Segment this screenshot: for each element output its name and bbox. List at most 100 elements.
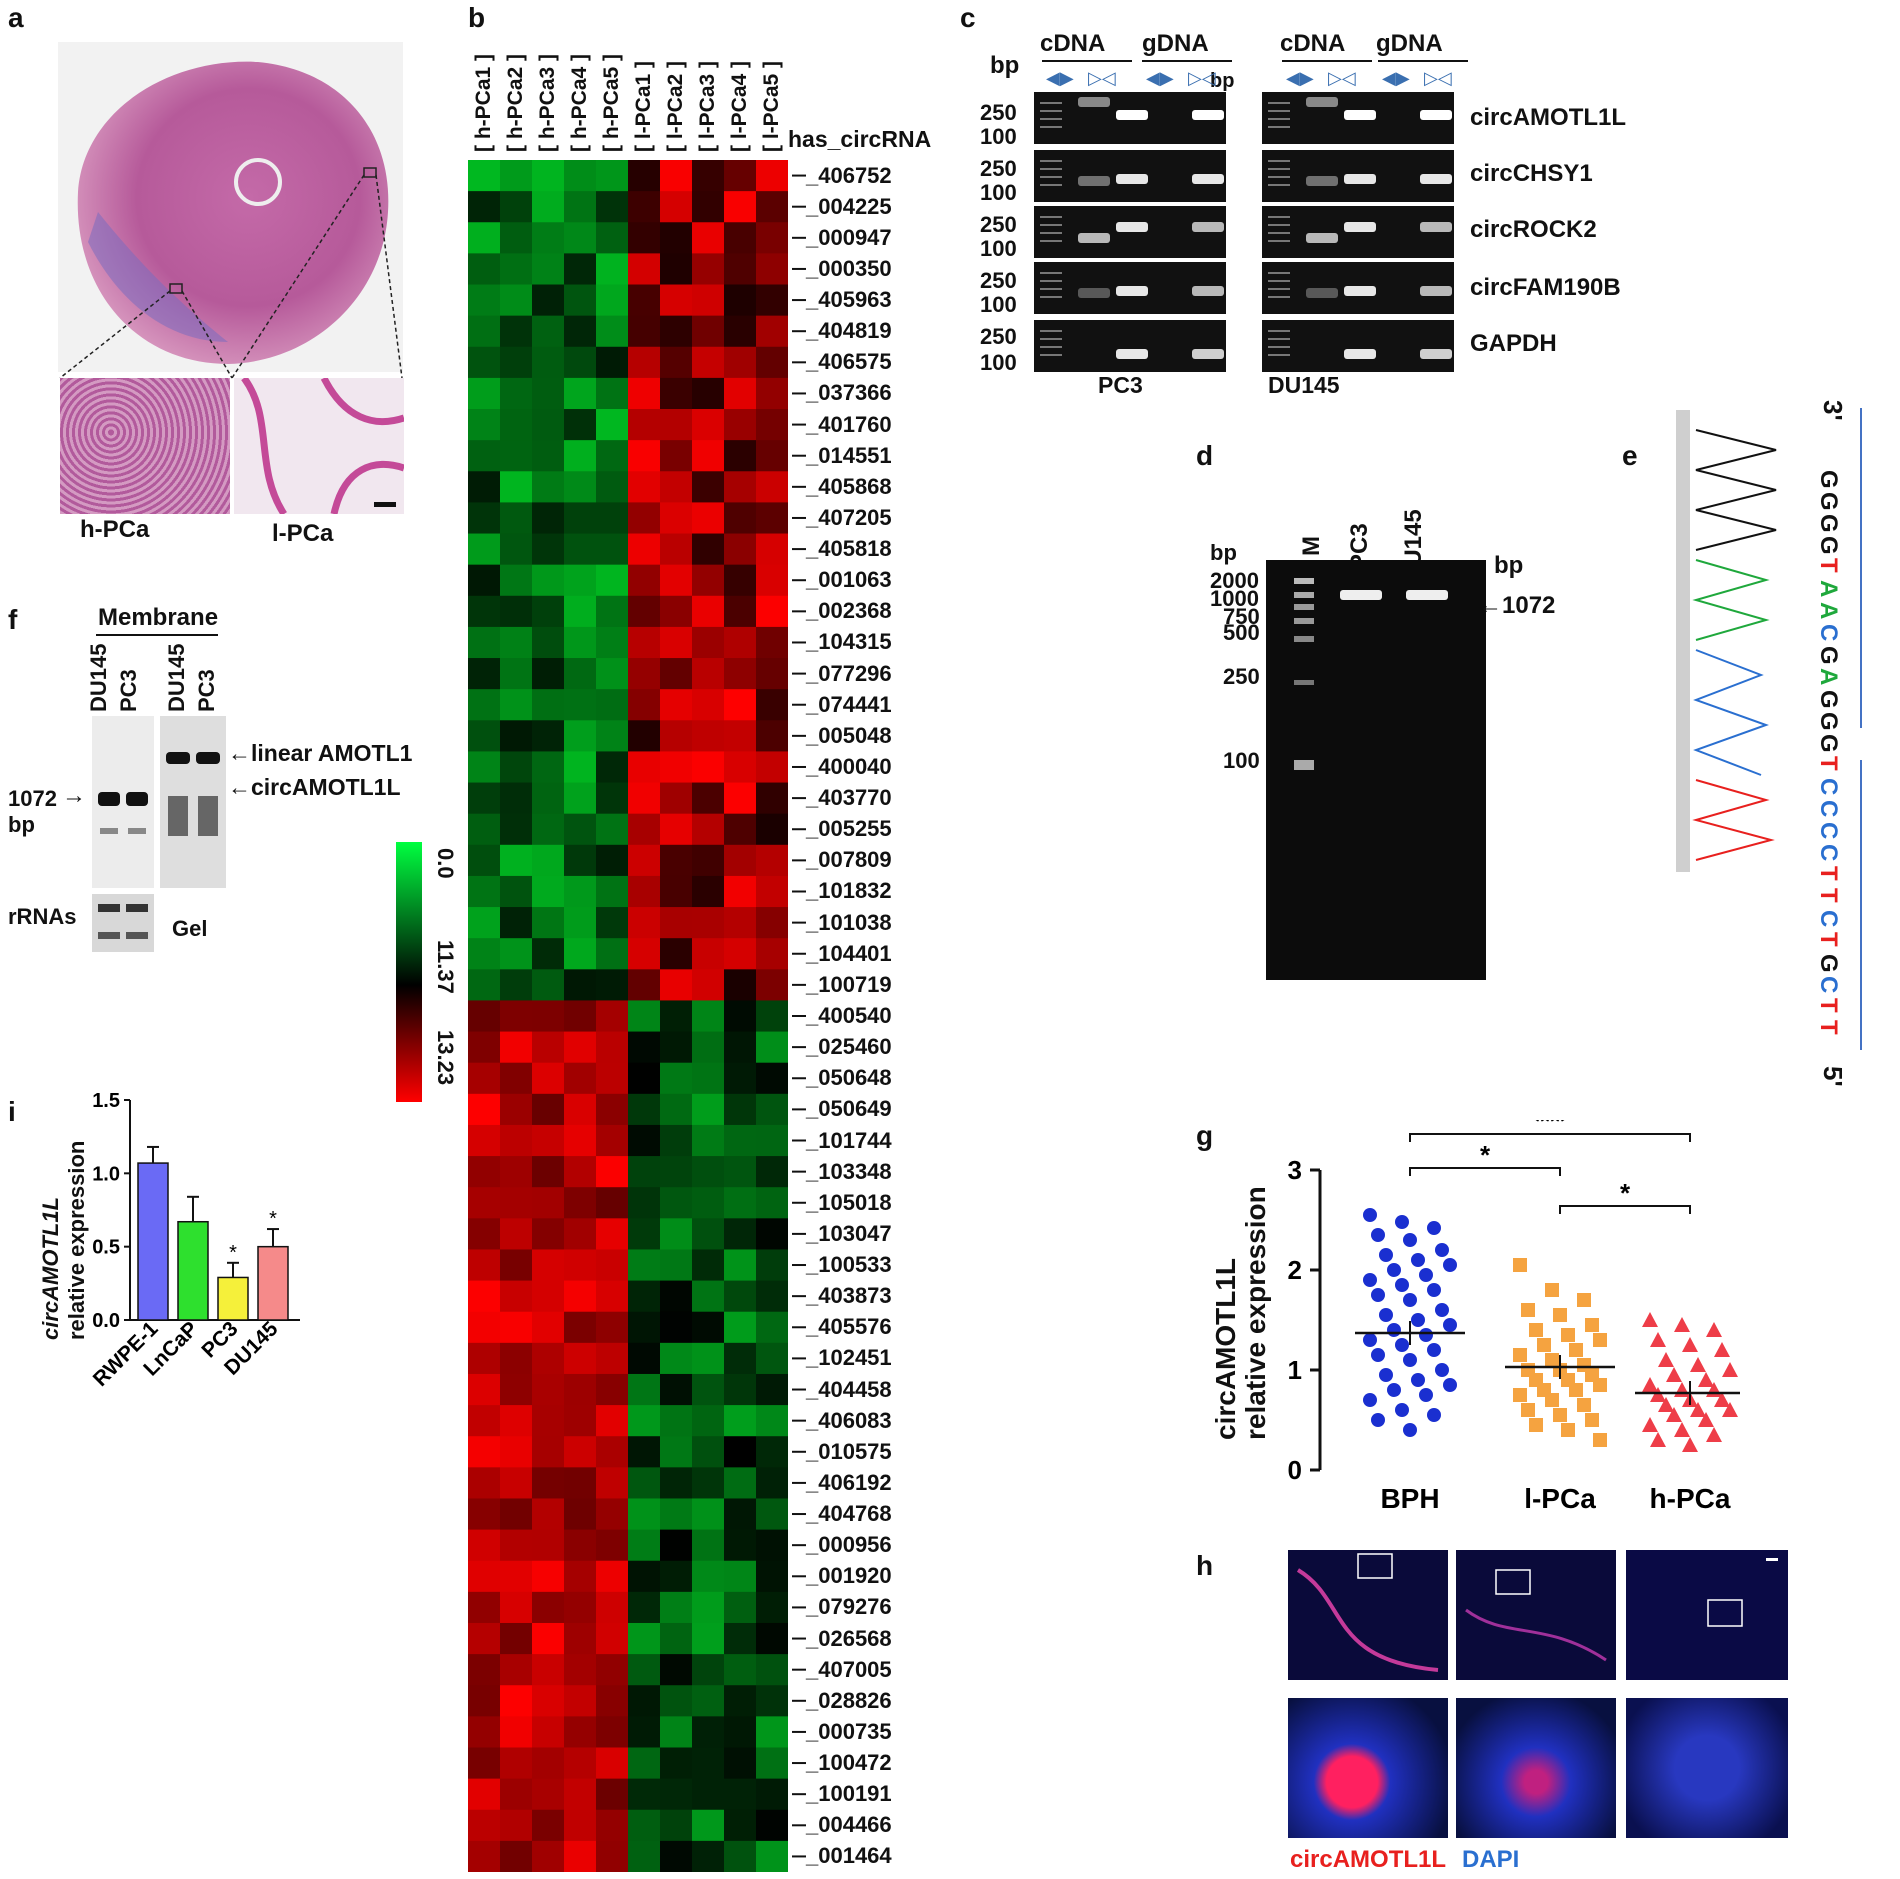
heatmap-cell [724, 720, 756, 752]
heatmap-row-header: has_circRNA [788, 126, 932, 152]
g-data-point [1395, 1278, 1409, 1292]
f-arrow-linear: ←linear AMOTL1 [228, 740, 413, 766]
heatmap-cell [724, 1373, 756, 1406]
heatmap-cell [660, 1156, 692, 1188]
heatmap-cell [724, 1218, 756, 1250]
heatmap-cell [692, 1124, 724, 1157]
panel-f-letter: f [8, 604, 18, 635]
heatmap-cell [692, 751, 724, 784]
c-bp: bp [1210, 70, 1235, 92]
heatmap-row-label: _010575 [806, 1438, 892, 1464]
heatmap-cell [628, 564, 660, 597]
d-band-arrow: ←1072 [1478, 592, 1556, 619]
northern-blot-probe2 [160, 716, 226, 888]
heatmap-cell [468, 1498, 500, 1531]
heatmap-cell [532, 938, 564, 970]
g-data-point [1561, 1423, 1575, 1437]
heatmap-cell [596, 191, 628, 223]
heatmap-cell [468, 315, 500, 348]
heatmap-row-label: _004225 [806, 193, 892, 219]
heatmap-cell [596, 969, 628, 1001]
heatmap-cell [660, 1467, 692, 1499]
heatmap-cell [468, 969, 500, 1001]
i-bar [217, 1276, 249, 1321]
e-base: C [1815, 624, 1842, 642]
f-lane-pc3-1: PC3 [116, 669, 141, 712]
rtpcr-gel-row [1034, 150, 1226, 202]
heatmap-cell [660, 1840, 692, 1872]
heatmap-cell [724, 1311, 756, 1344]
heatmap-cell [756, 1093, 788, 1126]
heatmap-row-label: _405818 [806, 536, 892, 562]
heatmap-cell [468, 1031, 500, 1064]
heatmap-row-label: _001063 [806, 567, 892, 593]
heatmap-cell [724, 1187, 756, 1219]
heatmap-cell [660, 1778, 692, 1811]
primer-convergent-icon: ▷◁ [1188, 68, 1216, 88]
heatmap-cell [756, 689, 788, 721]
heatmap-cell [532, 1529, 564, 1562]
g-data-point [1427, 1283, 1441, 1297]
g-data-point [1395, 1215, 1409, 1229]
g-data-point [1585, 1318, 1599, 1332]
h-zoom-bph [1288, 1698, 1448, 1838]
heatmap-row-label: _100191 [806, 1781, 892, 1807]
heatmap-cell [756, 1342, 788, 1375]
heatmap-cell [628, 1156, 660, 1188]
heatmap-cell [500, 1840, 532, 1872]
heatmap-cell [532, 1093, 564, 1126]
heatmap-column-label: [ h-PCa4 ] [568, 53, 591, 152]
heatmap-cell [692, 658, 724, 690]
g-data-point [1650, 1432, 1666, 1447]
heatmap-cell [756, 1840, 788, 1872]
histology-zoom-lpca [234, 378, 404, 514]
d-bp-right: bp [1494, 552, 1524, 579]
heatmap-cell [468, 813, 500, 846]
heatmap-cell [756, 1311, 788, 1344]
heatmap-cell [692, 969, 724, 1001]
heatmap-cell [724, 689, 756, 721]
heatmap-cell [468, 689, 500, 721]
heatmap-cell [564, 440, 596, 472]
heatmap-cell [532, 1342, 564, 1375]
heatmap-row-label: _403873 [806, 1283, 892, 1309]
heatmap-cell [692, 1311, 724, 1344]
g-data-point [1379, 1308, 1393, 1322]
heatmap-cell [564, 533, 596, 566]
f-band-size: 1072 [8, 786, 57, 811]
heatmap-row-label: _079276 [806, 1594, 892, 1620]
heatmap-cell [500, 346, 532, 379]
heatmap-cell [628, 595, 660, 628]
primer-divergent-icon: ◀▶ [1046, 68, 1074, 88]
heatmap-cell [468, 1218, 500, 1250]
g-sig-bracket [1559, 1205, 1691, 1214]
i-bar [137, 1162, 169, 1321]
heatmap-cell [500, 1187, 532, 1219]
heatmap-cell [628, 440, 660, 472]
g-data-point [1706, 1322, 1722, 1337]
g-sig-bracket [1409, 1133, 1691, 1142]
heatmap-cell [724, 502, 756, 535]
heatmap-cell [692, 1591, 724, 1624]
heatmap-cell [564, 1685, 596, 1717]
heatmap-cell [692, 222, 724, 254]
heatmap-cell [596, 1436, 628, 1468]
heatmap-cell [468, 595, 500, 628]
heatmap-cell [596, 1529, 628, 1562]
heatmap-cell [564, 222, 596, 254]
heatmap-cell [564, 813, 596, 846]
h-fluor-hpca [1626, 1550, 1788, 1680]
e-bracket-bottom [1860, 760, 1862, 1050]
heatmap-cell [500, 844, 532, 877]
g-data-point [1593, 1433, 1607, 1447]
heatmap-cell [660, 1716, 692, 1748]
g-data-point [1569, 1343, 1583, 1357]
heatmap-cell [564, 1840, 596, 1872]
c-ladder-label: 100 [980, 124, 1017, 149]
heatmap-cell [596, 626, 628, 659]
heatmap-cell [468, 1685, 500, 1717]
g-data-point [1706, 1427, 1722, 1442]
heatmap-row-label: _002368 [806, 598, 892, 624]
g-data-point [1529, 1323, 1543, 1337]
panel-e-letter: e [1622, 440, 1638, 471]
